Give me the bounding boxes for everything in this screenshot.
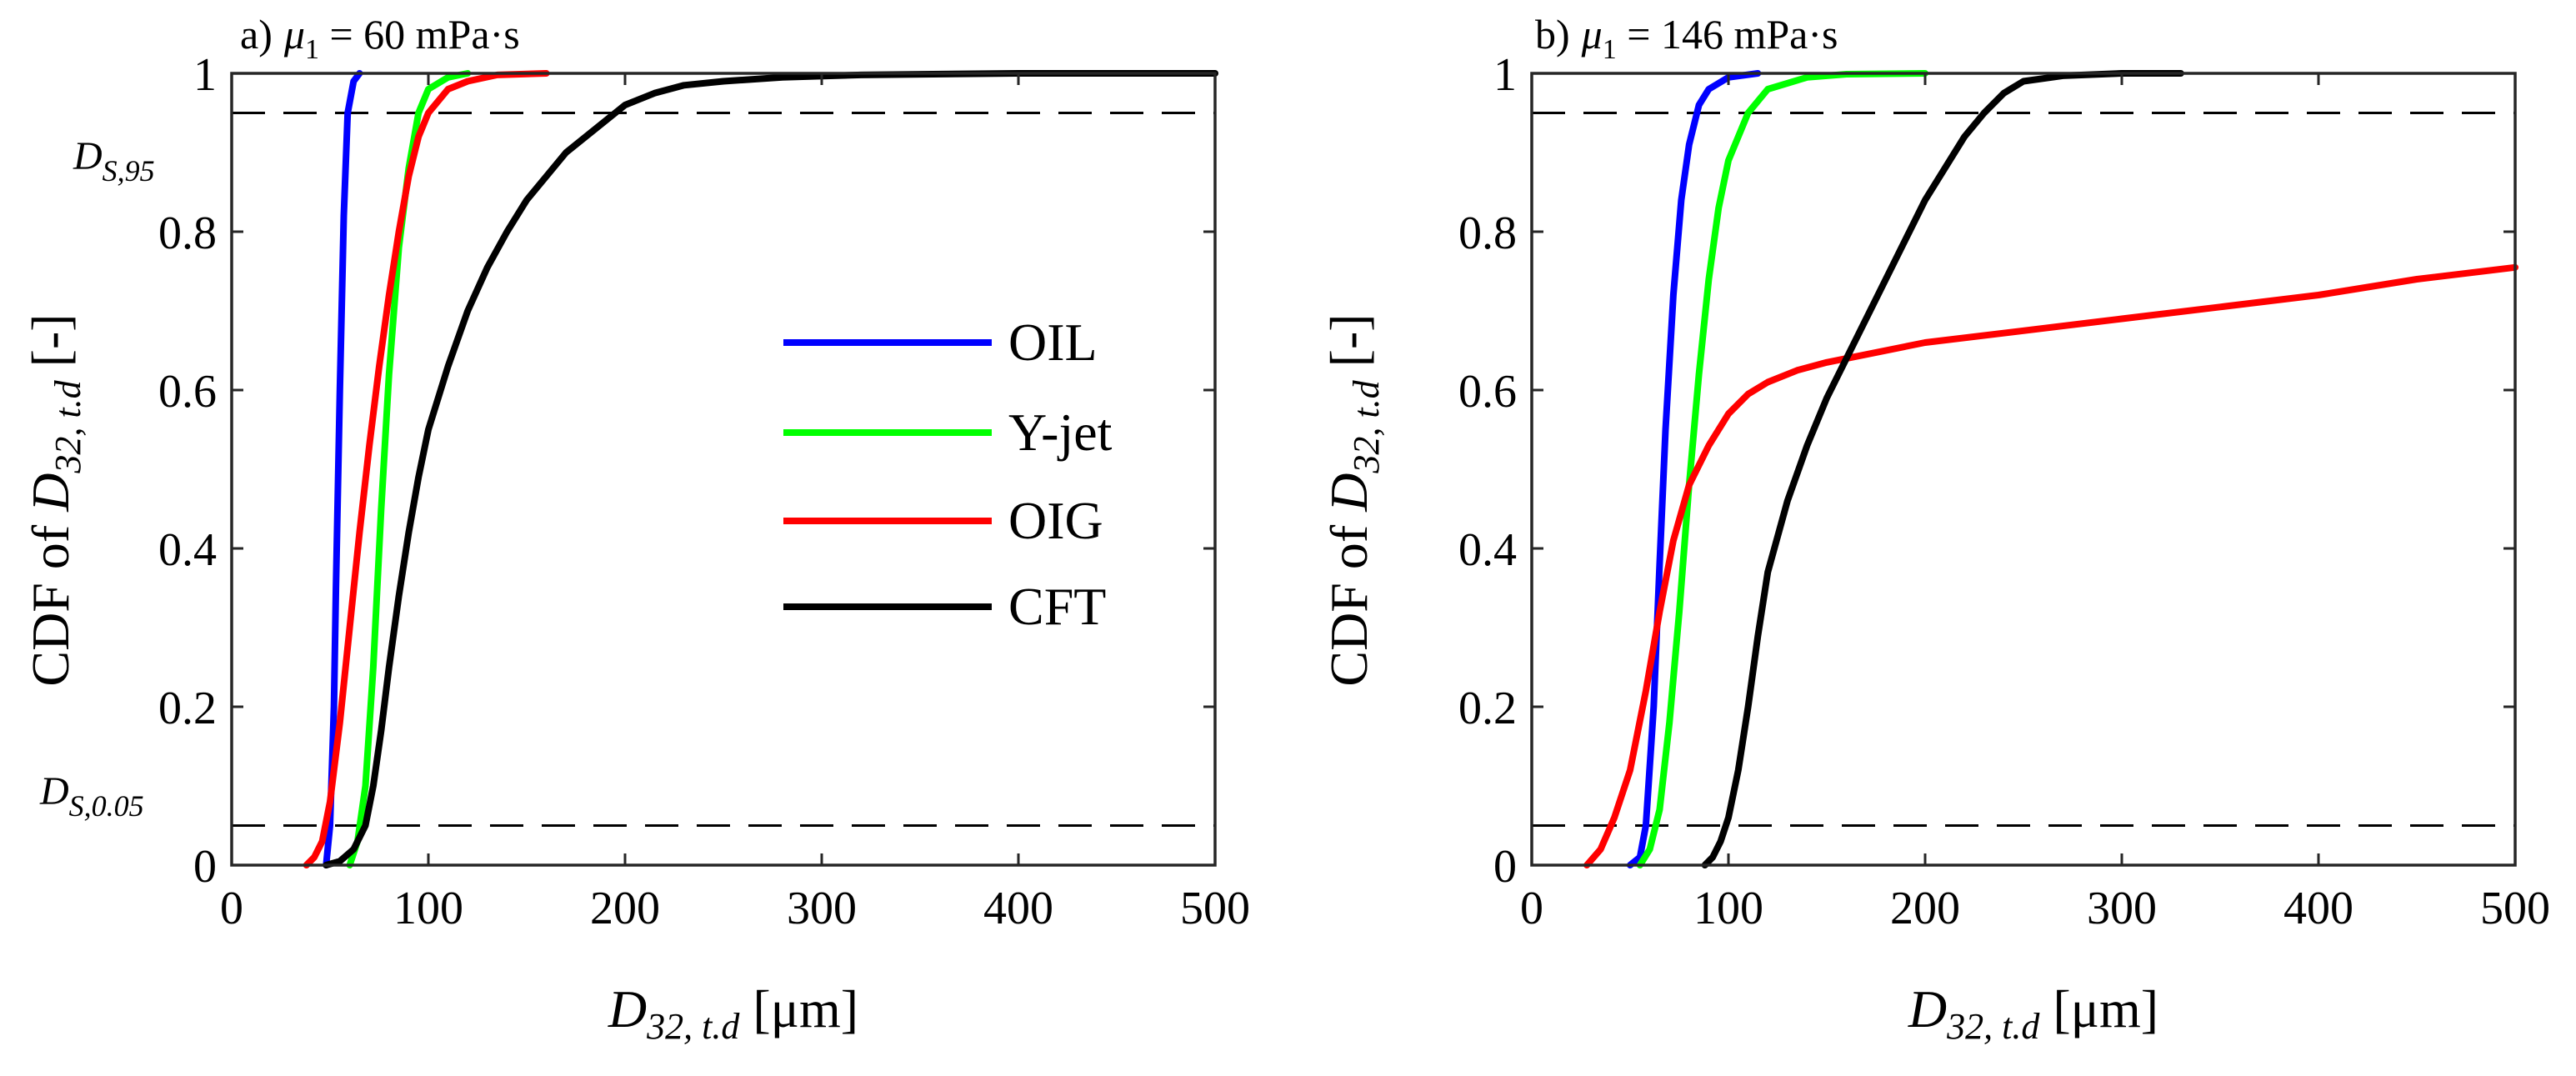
panel-a-ytick-label: 0.2	[158, 683, 217, 734]
annotation-ds95: DS,95	[73, 134, 155, 188]
panel-b-ytick-label: 1	[1493, 49, 1517, 101]
panel-b-series-oil	[1627, 70, 1762, 868]
panel-b-xtick-label: 200	[1890, 883, 1960, 934]
panel-b-title: b) μ1 = 146 mPa·s	[1535, 11, 1838, 65]
panel-a-ytick-label: 0.8	[158, 208, 217, 259]
panel-a-xtick-label: 500	[1180, 883, 1250, 934]
panel-b-ytick-label: 0.8	[1458, 208, 1517, 259]
panel-a-ytick-label: 0.4	[158, 524, 217, 576]
panel-a-xtick-label: 300	[787, 883, 857, 934]
legend-label-cft: CFT	[1008, 577, 1106, 636]
panel-a-xlabel: D32, t.d [μm]	[608, 979, 858, 1047]
panel-a-series-cft	[323, 70, 1218, 868]
panel-a-axes-box	[230, 72, 1217, 867]
panel-b-xtick-label: 300	[2087, 883, 2157, 934]
panel-a-xtick-label: 400	[983, 883, 1053, 934]
panel-b-xtick-label: 400	[2283, 883, 2353, 934]
panel-b-series-oig	[1583, 263, 2518, 868]
panel-a-plot-area	[230, 70, 1218, 868]
legend-label-oig: OIG	[1008, 491, 1103, 550]
panel-b-plot-area	[1530, 70, 2518, 868]
panel-a-ticks: 0 100 200 300 400 500 0 0.2 0.4 0.6 0.8 1	[158, 49, 1250, 934]
panel-a-series-yjet	[346, 70, 472, 868]
panel-b-ytick-label: 0.6	[1458, 366, 1517, 418]
panel-a-ytick-label: 1	[193, 49, 217, 101]
panel-a-xtick-label: 100	[393, 883, 463, 934]
legend: OIL Y-jet OIG CFT	[767, 313, 1200, 636]
panel-b-series-yjet	[1636, 70, 1928, 868]
panel-b-ylabel: CDF of D32, t.d [-]	[1319, 313, 1387, 686]
panel-b-series-cft	[1701, 70, 2184, 868]
panel-a-ytick-label: 0.6	[158, 366, 217, 418]
legend-label-oil: OIL	[1008, 313, 1098, 372]
panel-b-xtick-label: 0	[1520, 883, 1543, 934]
panel-b-axes-box	[1530, 72, 2517, 867]
panel-a-xtick-label: 0	[220, 883, 243, 934]
panel-a-xtick-label: 200	[590, 883, 660, 934]
panel-b-ytick-label: 0.2	[1458, 683, 1517, 734]
panel-b: b) μ1 = 146 mPa·s 0 100 200 300 400 500 0 0.2 0.4…	[1319, 11, 2550, 1047]
panel-b-xtick-label: 100	[1693, 883, 1763, 934]
panel-a-series-oig	[303, 70, 550, 868]
panel-b-ticks: 0 100 200 300 400 500 0 0.2 0.4 0.6 0.8 1	[1458, 49, 2550, 934]
legend-label-yjet: Y-jet	[1008, 403, 1113, 462]
panel-b-xtick-label: 500	[2480, 883, 2550, 934]
panel-a-ytick-label: 0	[193, 841, 217, 893]
panel-b-ytick-label: 0	[1493, 841, 1517, 893]
panel-b-ytick-label: 0.4	[1458, 524, 1517, 576]
panel-a: a) μ1 = 60 mPa·s 0 100 200 300 400 50000.20.40…	[21, 11, 1250, 1047]
annotation-ds005: DS,0.05	[39, 769, 144, 823]
legend-box	[767, 317, 1200, 633]
panel-a-ylabel: CDF of D32, t.d [-]	[21, 313, 88, 686]
panel-b-xlabel: D32, t.d [μm]	[1908, 979, 2158, 1047]
panel-a-title: a) μ1 = 60 mPa·s	[240, 11, 520, 65]
